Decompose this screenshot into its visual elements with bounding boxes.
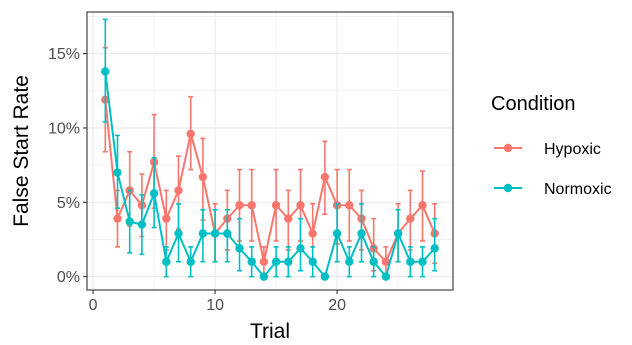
data-point xyxy=(174,229,183,238)
data-point xyxy=(210,229,220,238)
data-point xyxy=(235,201,244,210)
data-point xyxy=(235,244,244,253)
data-point xyxy=(393,229,403,238)
y-tick-label: 0% xyxy=(57,269,80,286)
data-point xyxy=(247,257,256,266)
y-tick-label: 5% xyxy=(57,195,80,212)
data-point xyxy=(113,214,122,223)
data-point xyxy=(320,172,330,182)
data-point xyxy=(296,244,305,253)
series-normoxic xyxy=(101,18,439,281)
legend-title: Condition xyxy=(491,93,576,115)
data-point xyxy=(332,229,342,238)
data-point xyxy=(369,257,378,266)
x-tick-label: 0 xyxy=(89,297,98,314)
data-point xyxy=(198,172,208,182)
legend-label: Normoxic xyxy=(544,181,612,198)
plot-panel xyxy=(86,11,454,291)
data-point xyxy=(418,201,427,210)
series-line xyxy=(104,99,436,263)
x-tick-label: 20 xyxy=(328,297,346,314)
data-point xyxy=(223,229,232,238)
x-axis: 0 10 20 xyxy=(89,290,346,314)
data-point xyxy=(186,129,195,139)
data-point xyxy=(271,257,281,266)
panel-background xyxy=(87,12,453,290)
data-point xyxy=(284,214,293,223)
data-point xyxy=(345,201,354,210)
legend-key-point xyxy=(503,183,513,193)
y-tick-label: 15% xyxy=(48,46,80,63)
data-point xyxy=(418,257,427,266)
x-tick-label: 10 xyxy=(206,297,224,314)
data-point xyxy=(247,201,256,210)
data-point xyxy=(308,229,317,238)
series-line xyxy=(104,71,436,278)
data-point xyxy=(381,257,391,266)
x-axis-title: Trial xyxy=(250,320,290,343)
data-point xyxy=(198,229,208,238)
data-point xyxy=(174,186,183,195)
data-point xyxy=(284,257,293,266)
data-point xyxy=(162,214,171,223)
data-point xyxy=(101,67,110,76)
series-layer xyxy=(101,18,439,281)
legend-label: Hypoxic xyxy=(544,141,601,158)
data-point xyxy=(137,220,147,229)
data-point xyxy=(271,201,281,210)
data-point xyxy=(345,257,354,266)
y-tick-label: 10% xyxy=(48,120,80,137)
data-point xyxy=(430,244,439,253)
data-point xyxy=(259,272,269,281)
y-axis: 0% 5% 10% 15% xyxy=(48,46,87,286)
data-point xyxy=(259,257,269,266)
legend-item-normoxic: Normoxic xyxy=(494,181,612,198)
data-point xyxy=(186,257,195,266)
panel-border xyxy=(86,11,454,291)
y-axis-title: False Start Rate xyxy=(10,75,33,227)
data-point xyxy=(406,214,415,223)
data-point xyxy=(357,229,366,238)
data-point xyxy=(320,272,330,281)
data-point xyxy=(381,272,391,281)
data-point xyxy=(149,189,159,198)
data-point xyxy=(125,217,134,226)
data-point xyxy=(296,201,305,210)
legend-key-point xyxy=(503,143,513,153)
legend-item-hypoxic: Hypoxic xyxy=(494,141,601,158)
data-point xyxy=(308,257,317,266)
data-point xyxy=(113,168,122,177)
data-point xyxy=(162,257,171,266)
legend: Condition Hypoxic Normoxic xyxy=(491,93,612,198)
data-point xyxy=(406,257,415,266)
